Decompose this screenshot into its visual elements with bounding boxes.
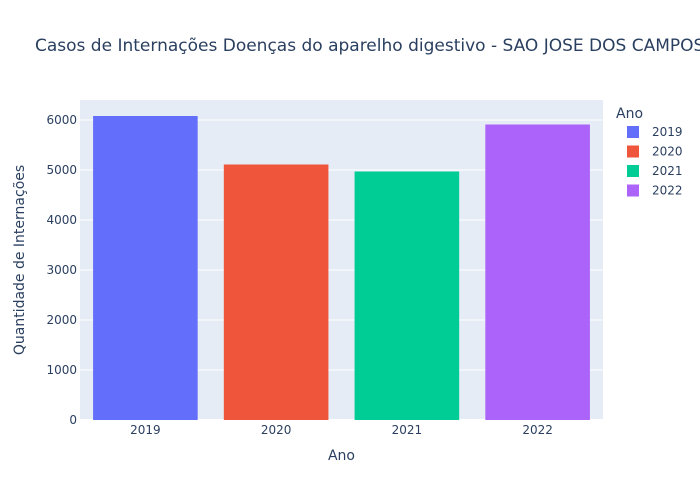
y-axis-title: Quantidade de Internações xyxy=(12,165,28,355)
legend-swatch xyxy=(627,126,639,138)
bar-2021[interactable] xyxy=(354,171,460,421)
y-tick-label: 3000 xyxy=(46,263,77,277)
legend-swatch xyxy=(627,165,639,177)
y-tick-label: 6000 xyxy=(46,113,77,127)
y-tick-labels: 0 1000 2000 3000 4000 5000 6000 xyxy=(46,113,77,427)
bar-2019[interactable] xyxy=(93,116,198,420)
x-tick-labels: 2019 2020 2021 2022 xyxy=(130,423,553,437)
x-tick-label: 2022 xyxy=(522,423,553,437)
chart-title: Casos de Internações Doenças do aparelho… xyxy=(35,36,700,56)
legend-title: Ano xyxy=(616,106,643,122)
legend-label: 2021 xyxy=(652,164,683,178)
bars xyxy=(93,116,590,420)
x-tick-label: 2019 xyxy=(130,423,161,437)
y-tick-label: 4000 xyxy=(46,213,77,227)
legend-swatch xyxy=(627,145,639,158)
legend-item-2020[interactable]: 2020 xyxy=(627,145,683,159)
legend-entries[interactable]: 2019 2020 2021 2022 xyxy=(627,125,683,198)
legend[interactable]: Ano 2019 2020 2021 2022 xyxy=(616,106,683,198)
y-tick-label: 2000 xyxy=(46,313,77,327)
x-tick-label: 2021 xyxy=(392,423,423,437)
y-tick-label: 5000 xyxy=(46,163,77,177)
legend-item-2019[interactable]: 2019 xyxy=(627,125,683,139)
legend-label: 2020 xyxy=(652,145,683,159)
legend-item-2021[interactable]: 2021 xyxy=(627,164,683,178)
legend-swatch xyxy=(627,184,639,197)
y-tick-label: 1000 xyxy=(46,363,77,377)
legend-item-2022[interactable]: 2022 xyxy=(627,184,683,198)
x-tick-label: 2020 xyxy=(261,423,292,437)
bar-2022[interactable] xyxy=(485,124,590,421)
bar-2020[interactable] xyxy=(223,164,329,421)
legend-label: 2022 xyxy=(652,184,683,198)
x-axis-title: Ano xyxy=(328,448,355,464)
y-tick-label: 0 xyxy=(69,413,77,427)
legend-label: 2019 xyxy=(652,125,683,139)
